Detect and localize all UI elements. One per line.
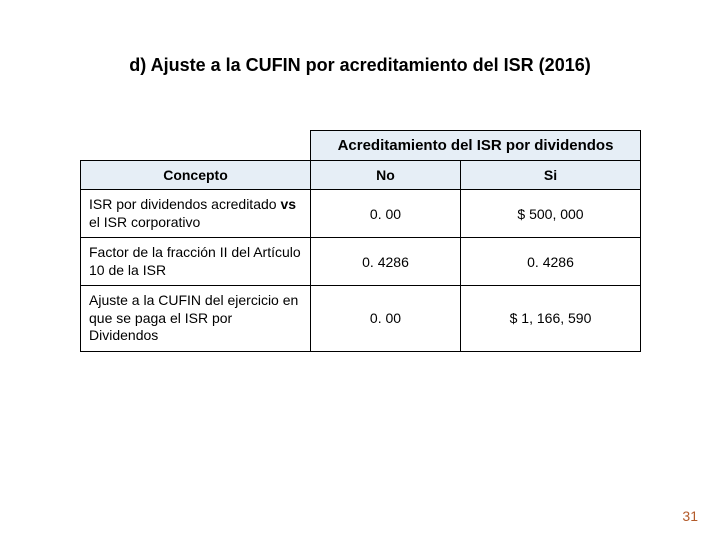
table-row: Factor de la fracción II del Artículo 10… xyxy=(81,238,641,286)
concept-cell: Ajuste a la CUFIN del ejercicio en que s… xyxy=(81,286,311,352)
no-cell: 0. 4286 xyxy=(311,238,461,286)
empty-corner-cell xyxy=(81,131,311,161)
concept-cell: ISR por dividendos acreditado vs el ISR … xyxy=(81,190,311,238)
concept-text-bold: vs xyxy=(280,196,296,212)
header-concepto: Concepto xyxy=(81,161,311,190)
table-superheader-row: Acreditamiento del ISR por dividendos xyxy=(81,131,641,161)
si-cell: 0. 4286 xyxy=(461,238,641,286)
concept-text-prefix: ISR por dividendos acreditado xyxy=(89,196,280,212)
cufin-table-container: Acreditamiento del ISR por dividendos Co… xyxy=(80,130,640,352)
concept-cell: Factor de la fracción II del Artículo 10… xyxy=(81,238,311,286)
superheader-cell: Acreditamiento del ISR por dividendos xyxy=(311,131,641,161)
header-si: Si xyxy=(461,161,641,190)
si-cell: $ 500, 000 xyxy=(461,190,641,238)
table-row: ISR por dividendos acreditado vs el ISR … xyxy=(81,190,641,238)
header-no: No xyxy=(311,161,461,190)
concept-text-suffix: el ISR corporativo xyxy=(89,214,200,230)
slide-title: d) Ajuste a la CUFIN por acreditamiento … xyxy=(0,55,720,76)
no-cell: 0. 00 xyxy=(311,286,461,352)
cufin-table: Acreditamiento del ISR por dividendos Co… xyxy=(80,130,641,352)
table-header-row: Concepto No Si xyxy=(81,161,641,190)
page-number: 31 xyxy=(682,508,698,524)
no-cell: 0. 00 xyxy=(311,190,461,238)
concept-text-prefix: Ajuste a la CUFIN del ejercicio en que s… xyxy=(89,292,298,343)
concept-text-prefix: Factor de la fracción II del Artículo 10… xyxy=(89,244,301,278)
table-row: Ajuste a la CUFIN del ejercicio en que s… xyxy=(81,286,641,352)
si-cell: $ 1, 166, 590 xyxy=(461,286,641,352)
